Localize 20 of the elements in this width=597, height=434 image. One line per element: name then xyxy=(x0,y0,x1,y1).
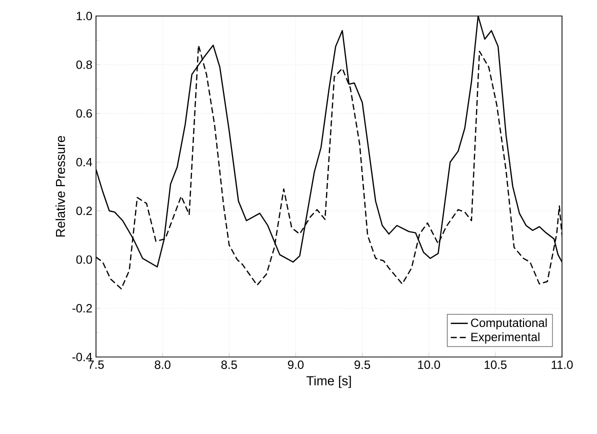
x-axis-title: Time [s] xyxy=(306,376,351,388)
y-tick-label: 0.0 xyxy=(76,255,92,264)
x-tick-label: 8.0 xyxy=(154,360,170,369)
y-tick-label: 0.6 xyxy=(76,109,92,118)
x-tick-label: 11.0 xyxy=(552,360,573,369)
y-tick-label: 0.8 xyxy=(76,60,92,69)
x-tick-label: 10.5 xyxy=(484,360,507,369)
legend-label: Experimental xyxy=(471,332,540,344)
x-tick-label: 9.0 xyxy=(288,360,304,369)
y-tick-label: 0.2 xyxy=(76,206,92,216)
y-tick-label: -0.2 xyxy=(72,304,92,313)
x-tick-label: 8.5 xyxy=(221,360,237,369)
x-tick-label: 10.0 xyxy=(418,360,440,369)
y-axis-title: Relative Pressure xyxy=(56,136,66,237)
x-tick-label: 9.5 xyxy=(354,360,370,369)
x-tick-label: 7.5 xyxy=(88,360,104,369)
legend-label: Computational xyxy=(471,318,547,330)
y-tick-label: -0.4 xyxy=(72,352,92,362)
y-tick-label: 1.0 xyxy=(76,12,92,20)
y-tick-label: 0.4 xyxy=(76,158,92,166)
